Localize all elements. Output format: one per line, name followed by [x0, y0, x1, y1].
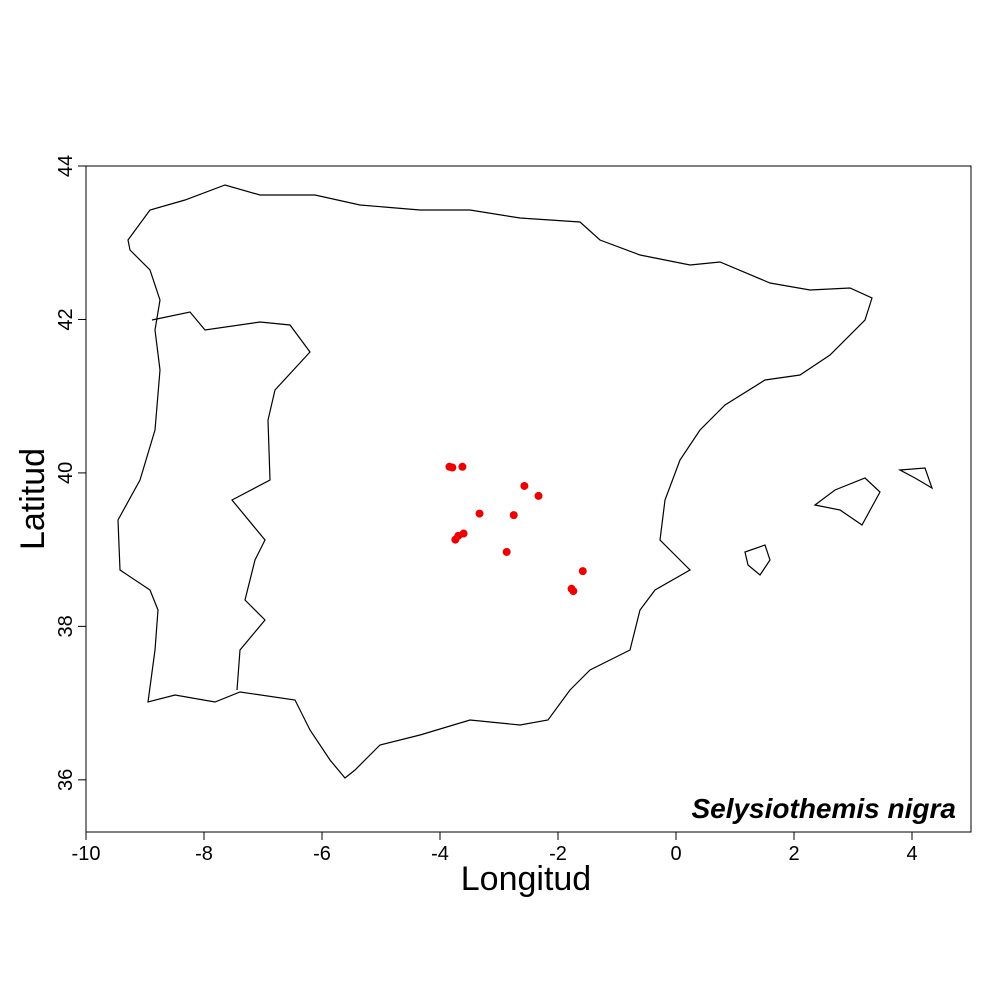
occurrence-point: [509, 511, 518, 520]
occurrence-point: [458, 462, 467, 471]
y-tick-label: 36: [55, 769, 77, 791]
portugal-border: [151, 311, 311, 691]
menorca: [897, 467, 934, 490]
x-tick-label: 4: [906, 843, 917, 865]
occurrence-point: [534, 491, 543, 500]
y-axis-label: Latitud: [14, 448, 52, 550]
ibiza: [744, 544, 771, 576]
y-tick-label: 38: [55, 615, 77, 637]
occurrence-point: [451, 535, 460, 544]
x-axis-label: Longitud: [461, 860, 591, 898]
y-tick-label: 44: [55, 155, 77, 177]
x-tick-label: -2: [549, 843, 567, 865]
occurrence-point: [448, 463, 457, 472]
x-tick-label: -10: [72, 843, 101, 865]
plot-frame: [85, 165, 972, 833]
occurrence-point: [475, 509, 484, 518]
y-tick-label: 40: [55, 462, 77, 484]
x-tick-label: 2: [788, 843, 799, 865]
iberia-outline: [117, 184, 873, 779]
x-tick-label: 0: [670, 843, 681, 865]
occurrence-point: [520, 481, 529, 490]
x-tick-label: -6: [313, 843, 331, 865]
species-title: Selysiothemis nigra: [691, 793, 956, 824]
y-tick-label: 42: [55, 308, 77, 330]
mallorca: [813, 477, 881, 526]
x-tick-label: -8: [195, 843, 213, 865]
occurrence-point: [502, 547, 511, 556]
occurrence-point: [578, 567, 587, 576]
coastline: [117, 184, 934, 779]
occurrence-point: [569, 587, 578, 596]
x-tick-label: -4: [431, 843, 449, 865]
